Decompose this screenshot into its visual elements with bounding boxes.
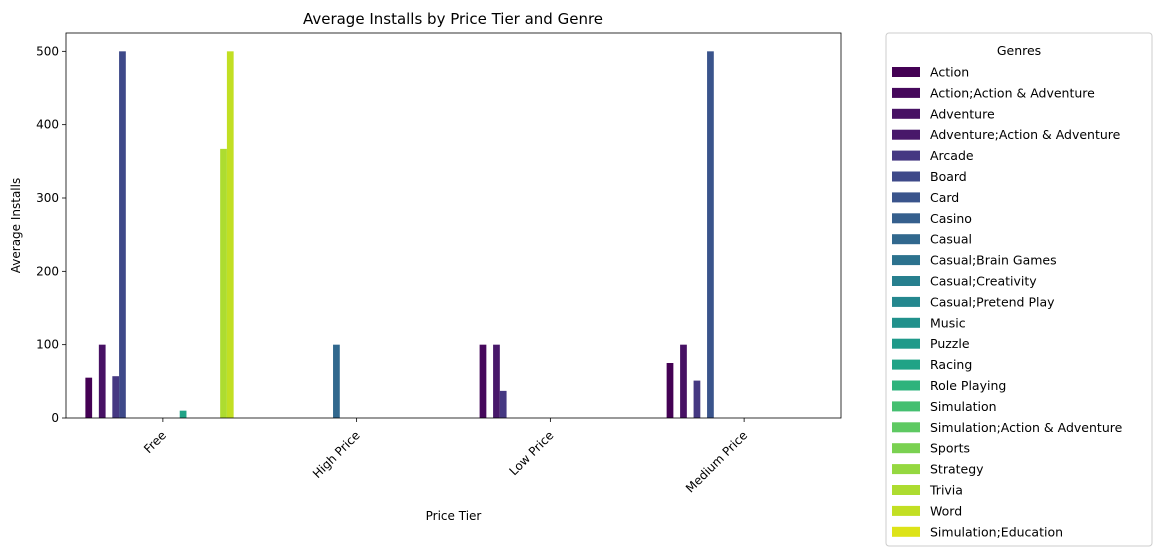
bar-board-free [119, 51, 126, 418]
bar-casual-high-price [333, 344, 340, 418]
legend-swatch [892, 526, 920, 537]
legend-swatch [892, 505, 920, 516]
bar-action-free [85, 377, 93, 418]
legend: Genres Action Action;Action & Adventure Adv… [885, 32, 1153, 547]
y-tick-label: 0 [51, 411, 59, 425]
y-tick-label: 300 [36, 191, 59, 205]
plot-area: 0 100 200 300 400 500 Free High Price Low Price M… [9, 32, 842, 523]
legend-swatch [892, 276, 920, 286]
legend-swatch [892, 296, 920, 307]
legend-entry: Simulation;Education [930, 524, 1063, 539]
legend-swatch [892, 401, 920, 412]
plot-frame [65, 32, 842, 419]
legend-entry: Simulation [930, 399, 997, 414]
legend-swatch [892, 380, 920, 391]
legend-entry: Simulation;Action & Adventure [930, 420, 1123, 435]
legend-entry: Role Playing [930, 378, 1006, 393]
bar-action-action-adventure-low-price [479, 344, 487, 418]
x-axis-label: Price Tier [426, 509, 482, 523]
legend-swatch [892, 359, 920, 370]
legend-title: Genres [997, 43, 1041, 58]
legend-entry: Sports [930, 441, 970, 456]
legend-entry: Card [930, 190, 959, 205]
legend-frame [885, 32, 1153, 547]
bar-arcade-free [112, 376, 120, 418]
x-tick-label: Low Price [506, 428, 556, 478]
legend-swatch [892, 171, 920, 182]
legend-swatch [892, 234, 920, 245]
bar-arcade-medium-price [693, 380, 701, 418]
legend-swatch [892, 67, 920, 77]
bar-arcade-low-price [499, 390, 507, 418]
legend-entry: Casino [930, 211, 972, 226]
legend-swatch [892, 485, 920, 495]
legend-entry: Trivia [929, 483, 963, 498]
legend-swatch [892, 192, 920, 203]
legend-swatch [892, 464, 920, 475]
chart-title: Average Installs by Price Tier and Genre [303, 10, 603, 28]
bar-adventure-action-adventure-low-price [493, 344, 500, 418]
legend-entry: Strategy [930, 462, 984, 477]
legend-swatch [892, 443, 920, 454]
x-tick-label: Free [141, 428, 169, 456]
legend-entry: Puzzle [930, 336, 970, 351]
legend-entry: Word [930, 503, 962, 518]
legend-swatch [892, 338, 920, 349]
legend-entry: Board [930, 169, 967, 184]
legend-entry: Casual;Creativity [930, 274, 1037, 289]
legend-swatch [892, 255, 920, 266]
y-axis-label: Average Installs [9, 178, 23, 273]
y-tick-label: 400 [36, 118, 59, 132]
legend-entry: Casual;Pretend Play [930, 294, 1055, 309]
legend-swatch [892, 108, 920, 119]
x-tick-label: Medium Price [683, 428, 750, 495]
legend-entry: Arcade [930, 148, 974, 163]
bar-trivia-free [220, 148, 227, 418]
bar-action-medium-price [666, 363, 674, 418]
legend-swatch [892, 129, 920, 140]
y-tick-label: 500 [36, 44, 59, 58]
y-tick-label: 100 [36, 338, 59, 352]
legend-swatch [892, 213, 920, 224]
legend-entry: Music [930, 315, 966, 330]
legend-swatch [892, 150, 920, 161]
bar-card-medium-price [707, 51, 714, 418]
legend-entry: Racing [930, 357, 972, 372]
legend-entry: Casual [930, 232, 972, 247]
bar-word-free [226, 51, 234, 418]
legend-entry: Adventure;Action & Adventure [930, 127, 1121, 142]
legend-swatch [892, 422, 920, 433]
x-tick-label: High Price [310, 428, 363, 481]
legend-entry: Casual;Brain Games [930, 253, 1057, 268]
legend-entry: Adventure [930, 106, 995, 121]
bar-racing-free [179, 410, 187, 418]
legend-entry: Action;Action & Adventure [930, 85, 1095, 100]
bar-adventure-medium-price [680, 344, 687, 418]
legend-swatch [892, 87, 920, 98]
legend-entry: Action [930, 65, 969, 80]
legend-swatch [892, 317, 920, 328]
y-tick-label: 200 [36, 264, 59, 278]
bar-adventure-free [98, 344, 106, 418]
